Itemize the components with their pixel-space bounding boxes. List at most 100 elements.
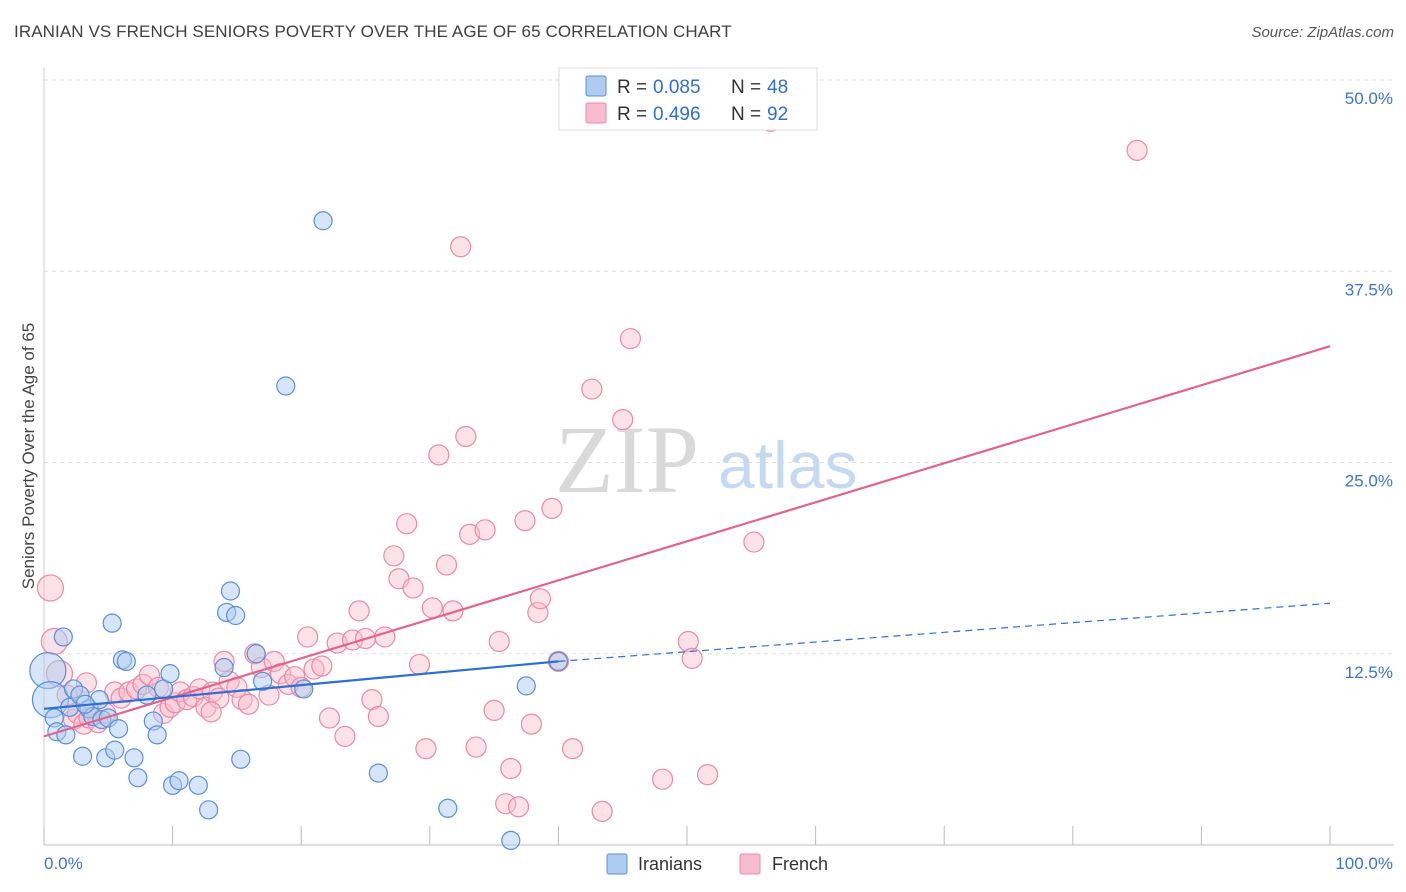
bottom-legend-label-iranians: Iranians: [638, 854, 702, 874]
source-attribution: Source: ZipAtlas.com: [1251, 24, 1394, 41]
french-point: [200, 701, 222, 723]
french-point: [474, 519, 496, 541]
legend-iranians-n-label: N =: [731, 77, 761, 98]
iranian-point: [147, 725, 167, 745]
french-point: [383, 545, 405, 567]
french-point: [651, 768, 674, 790]
french-point: [334, 725, 356, 747]
legend-french-r-label: R =: [617, 104, 647, 125]
french-point: [507, 796, 530, 818]
french-point: [408, 653, 431, 676]
french-point: [541, 497, 563, 519]
french-point: [495, 793, 517, 815]
legend-iranians-r-value: 0.085: [653, 77, 701, 98]
french-point: [612, 409, 634, 431]
french-point: [348, 600, 370, 622]
y-tick-label-0: 12.5%: [1345, 663, 1393, 682]
legend-iranians-n-value: 48: [767, 77, 788, 98]
iranian-point: [53, 627, 73, 647]
iranian-point: [102, 613, 122, 633]
french-point: [237, 693, 260, 715]
x-tick-label-min: 0.0%: [44, 854, 83, 873]
y-tick-label-1: 25.0%: [1345, 472, 1393, 491]
iranian-point: [108, 719, 129, 739]
iranian-point: [116, 651, 136, 672]
french-point: [743, 531, 765, 553]
french-point: [483, 699, 505, 721]
french-point: [561, 738, 584, 760]
french-point: [520, 713, 542, 735]
french-point: [402, 577, 424, 599]
iranian-point: [246, 644, 266, 664]
iranian-trend-line-solid: [43, 660, 559, 710]
watermark-atlas: atlas: [718, 428, 857, 502]
iranian-point: [128, 768, 148, 788]
french-point: [514, 510, 536, 532]
trend-lines: [43, 345, 1331, 738]
french-point: [455, 425, 477, 448]
x-tick-label-max: 100.0%: [1335, 854, 1393, 873]
watermark-zip: ZIP: [555, 406, 699, 513]
y-tick-label-2: 37.5%: [1345, 280, 1393, 299]
french-point: [138, 664, 161, 686]
french-point: [619, 327, 642, 350]
french-point: [442, 600, 464, 622]
french-point: [396, 513, 418, 535]
french-point: [488, 630, 510, 653]
french-point: [677, 630, 699, 653]
iranian-point: [137, 685, 157, 705]
french-point: [311, 655, 333, 677]
bottom-legend: Iranians French: [606, 853, 828, 875]
iranian-point: [188, 775, 208, 795]
iranian-point: [220, 581, 241, 601]
french-point: [415, 738, 437, 760]
iranian-point: [160, 664, 180, 684]
y-axis-label: Seniors Poverty Over the Age of 65: [19, 323, 38, 589]
french-point: [428, 444, 450, 466]
french-point: [581, 378, 603, 400]
legend-french-n-value: 92: [767, 104, 788, 125]
legend-swatch-french: [585, 102, 607, 124]
iranian-point: [516, 676, 536, 696]
legend-swatch-iranians: [585, 75, 607, 97]
iranian-point: [276, 376, 296, 396]
french-point: [297, 626, 319, 648]
iranian-point: [214, 657, 234, 678]
legend-box: R = 0.085 N = 48 R = 0.496 N = 92: [558, 67, 818, 131]
iranian-point: [124, 748, 144, 768]
legend-iranians-r-label: R =: [617, 77, 647, 98]
french-point: [591, 800, 613, 822]
bottom-legend-swatch-french: [739, 853, 761, 875]
x-tick-marks: [43, 826, 1331, 845]
french-point: [36, 574, 65, 602]
iranian-point: [253, 671, 273, 691]
french-point: [435, 554, 458, 576]
iranian-point: [294, 679, 314, 699]
iranian-point: [199, 800, 219, 820]
french-point: [681, 647, 703, 669]
iranian-point: [105, 740, 125, 760]
french-point: [367, 705, 389, 728]
french-point: [500, 757, 522, 780]
legend-french-n-label: N =: [731, 104, 761, 125]
y-tick-labels: 12.5% 25.0% 37.5% 50.0%: [1345, 89, 1393, 682]
iranian-point: [226, 605, 246, 626]
iranian-point: [231, 749, 251, 769]
iranian-point: [313, 211, 333, 231]
y-tick-label-3: 50.0%: [1345, 89, 1393, 108]
legend-french-r-value: 0.496: [653, 104, 701, 125]
iranian-trend-line-dashed: [558, 602, 1331, 662]
grid-lines: [44, 79, 1394, 655]
french-trend-line: [43, 345, 1331, 738]
french-point: [465, 736, 487, 758]
french-point: [361, 689, 383, 711]
french-point: [527, 601, 549, 624]
french-point: [1126, 139, 1148, 161]
iranian-point: [72, 746, 93, 766]
french-point: [696, 764, 719, 786]
french-point: [421, 597, 443, 619]
french-point: [263, 650, 285, 673]
french-point: [529, 588, 551, 610]
iranian-point: [368, 763, 388, 783]
iranian-point: [169, 771, 189, 791]
